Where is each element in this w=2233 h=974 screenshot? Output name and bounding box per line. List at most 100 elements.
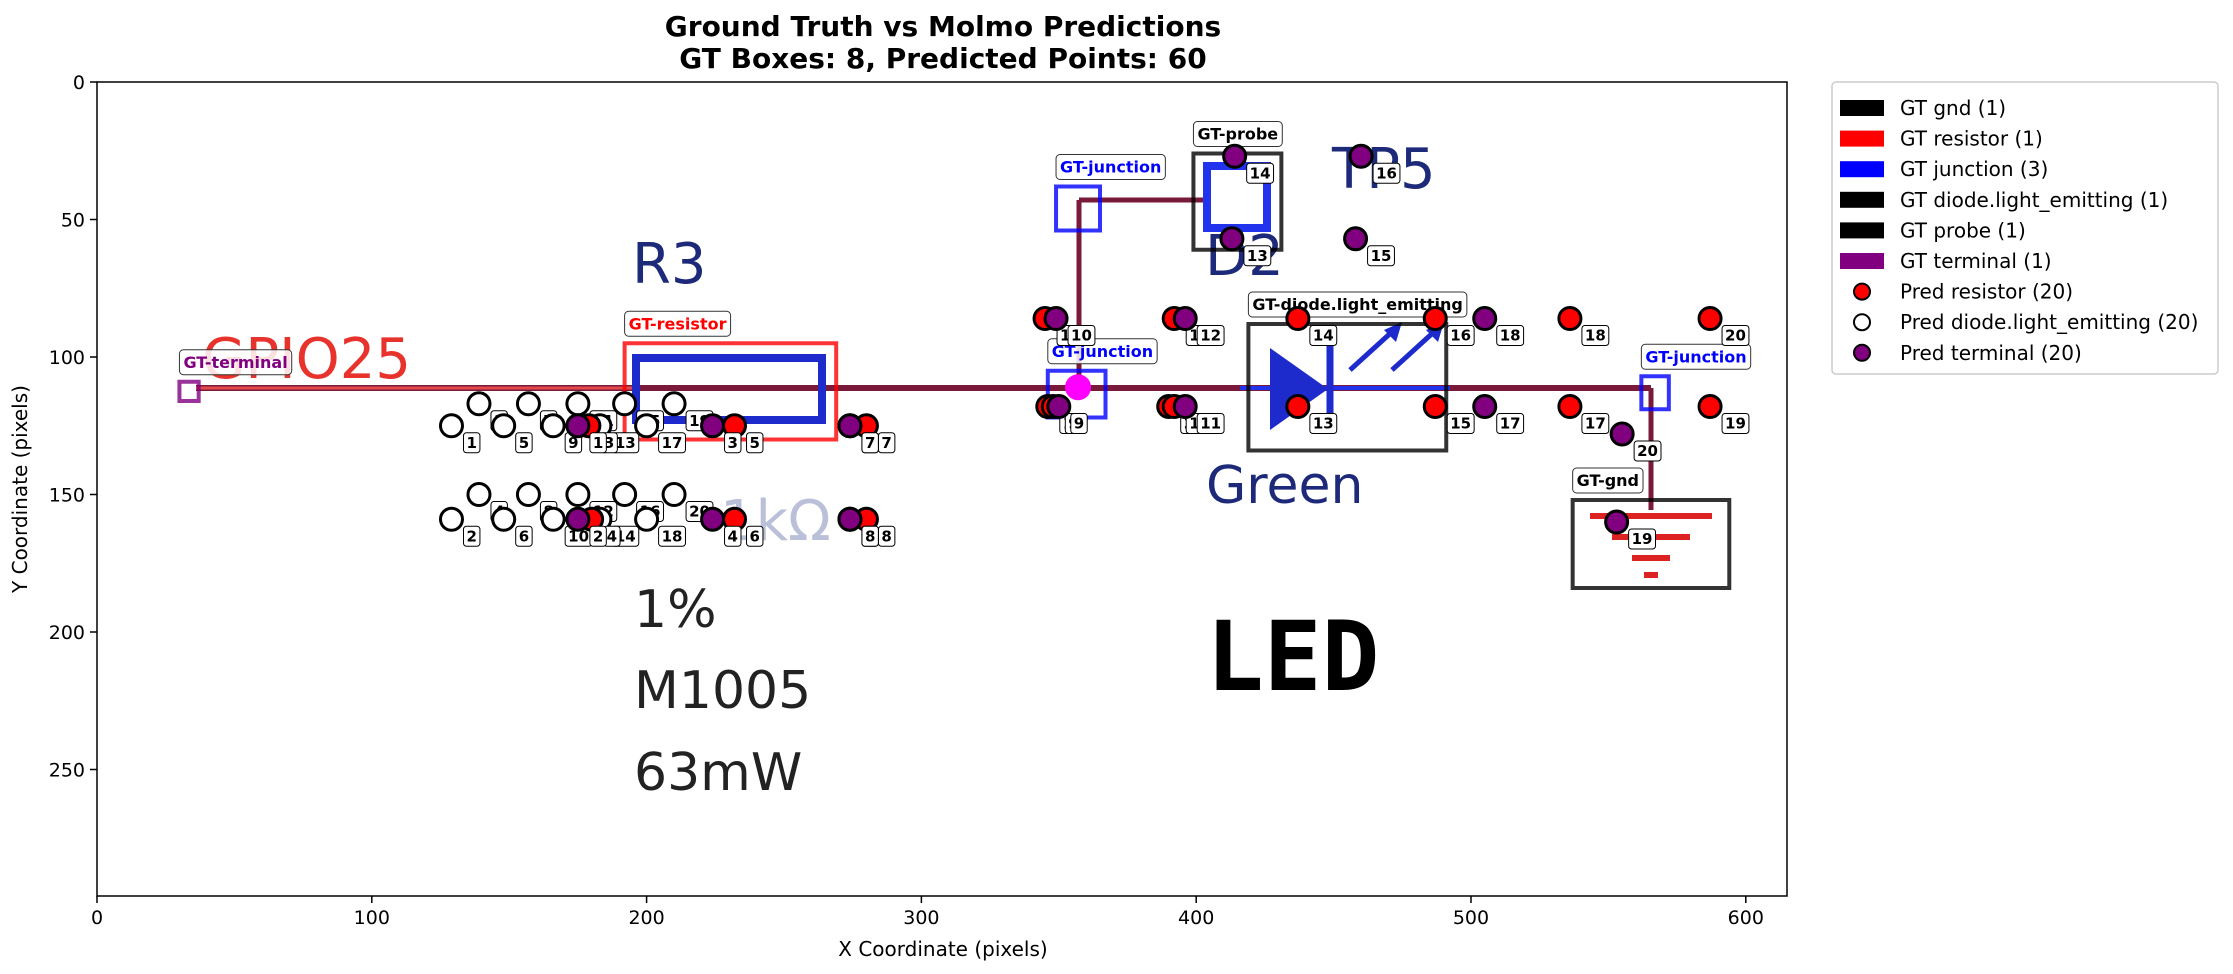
pred-point-label: 1 xyxy=(462,432,481,454)
pred-point-terminal xyxy=(1046,394,1072,419)
legend-label: GT terminal (1) xyxy=(1900,249,2052,273)
gt-box-label-bg xyxy=(1572,467,1644,494)
pred-point-terminal xyxy=(1043,306,1069,331)
plot-frame xyxy=(96,81,1788,897)
pred-point-label-text: 4 xyxy=(728,527,738,545)
pred-point-terminal xyxy=(1172,394,1198,419)
pred-point-label: 15 xyxy=(1446,413,1475,434)
prediction-layer: 1234567891011121314151617181920123456789… xyxy=(438,143,1750,550)
pred-point-label: 17 xyxy=(1496,413,1525,434)
pred-point-terminal xyxy=(1343,226,1369,252)
pred-point-label-text: 13 xyxy=(1247,247,1268,265)
pred-point-label: 14 xyxy=(1309,325,1338,346)
x-tick-label: 0 xyxy=(91,907,103,929)
pred-point-label-bg xyxy=(1372,162,1401,184)
gt-box-label-bg xyxy=(624,310,732,337)
pred-point-label: 5 xyxy=(515,432,533,454)
pred-point-label-text: 2 xyxy=(593,527,603,545)
pred-point-label-bg xyxy=(1581,325,1610,346)
gt-box-label-text: GT-resistor xyxy=(629,314,727,333)
pred-point-terminal xyxy=(1472,394,1498,419)
pred-point-diode xyxy=(491,413,517,439)
x-axis-label: X Coordinate (pixels) xyxy=(838,937,1047,961)
pred-point-label-bg xyxy=(724,525,742,547)
pred-point-label: 10 xyxy=(1067,325,1096,346)
pred-point-terminal xyxy=(1604,509,1630,535)
pred-point-label: 9 xyxy=(1070,413,1088,434)
pred-point-label: 17 xyxy=(658,432,686,454)
gt-box-label: GT-terminal xyxy=(178,349,293,376)
pred-point-label: 20 xyxy=(1633,440,1662,462)
gt-box-label: GT-junction xyxy=(1640,343,1752,370)
pred-point-label-text: 4 xyxy=(607,527,617,545)
gt-box-terminal xyxy=(177,379,201,403)
pred-point-diode xyxy=(565,391,591,417)
pred-point-diode xyxy=(661,482,687,507)
pred-point-label: 18 xyxy=(1581,325,1610,346)
pred-point-label: 2 xyxy=(462,525,481,547)
legend-swatch xyxy=(1840,100,1884,116)
pred-point-label-bg xyxy=(724,432,742,454)
image-text-r3: R3 xyxy=(632,232,707,297)
diode-arrow-1 xyxy=(1348,328,1396,372)
pred-point-label-text: 15 xyxy=(1371,247,1392,265)
pred-point-label-bg xyxy=(462,525,481,547)
gt-box-junction xyxy=(1054,184,1103,233)
pred-point-label-text: 19 xyxy=(1632,530,1653,548)
pred-point-label-bg xyxy=(515,432,533,454)
pred-point-label-bg xyxy=(1243,245,1272,267)
pred-point-label-bg xyxy=(1309,413,1338,434)
pred-point-label-bg xyxy=(1581,413,1610,434)
pred-point-label-text: 8 xyxy=(881,527,891,545)
pred-point-label-text: 12 xyxy=(1200,327,1221,345)
pred-point-resistor xyxy=(1557,394,1583,419)
x-tick-label: 300 xyxy=(903,907,939,929)
pred-point-label: 14 xyxy=(1246,162,1275,184)
pred-point-label: 16 xyxy=(1446,325,1475,346)
pred-point-terminal xyxy=(837,413,863,439)
pred-point-label-text: 18 xyxy=(1500,327,1521,345)
gt-box-label-text: GT-junction xyxy=(1645,347,1746,366)
x-tick-label: 500 xyxy=(1453,907,1489,929)
legend-label: GT gnd (1) xyxy=(1900,96,2006,120)
pred-point-diode xyxy=(634,413,660,439)
gt-box-label-bg xyxy=(1055,154,1166,180)
pred-point-resistor xyxy=(1285,306,1311,331)
schematic-image: R3 GPIO25 1% M1005 63mW 1kΩ D2 TP5 Green… xyxy=(196,137,1712,803)
pred-point-label-text: 16 xyxy=(1376,164,1397,182)
pred-point-label-text: 13 xyxy=(615,434,636,452)
chart-title-line1: Ground Truth vs Molmo Predictions xyxy=(665,10,1221,43)
gt-box-label-text: GT-probe xyxy=(1197,125,1278,144)
pred-point-label: 6 xyxy=(515,525,533,547)
pred-point-label-bg xyxy=(589,525,607,547)
pred-point-resistor xyxy=(1422,306,1448,331)
gt-box-label-text: GT-junction xyxy=(1052,342,1153,361)
y-tick-label: 50 xyxy=(61,210,85,232)
y-tick-label: 200 xyxy=(49,622,85,644)
pred-point-label-bg xyxy=(1067,325,1096,346)
pred-point-label-text: 17 xyxy=(1500,415,1521,433)
pred-point-diode xyxy=(491,506,517,532)
pred-point-label: 6 xyxy=(746,525,764,547)
pred-point-diode xyxy=(540,413,566,439)
pred-point-label-text: 18 xyxy=(1585,327,1606,345)
legend-marker xyxy=(1853,313,1871,332)
pred-point-label: 13 xyxy=(611,432,640,454)
pred-point-label-text: 15 xyxy=(1450,415,1471,433)
junction-marker xyxy=(1065,374,1092,401)
image-text-power: 63mW xyxy=(634,743,802,803)
pred-point-label-bg xyxy=(1309,325,1338,346)
pred-point-label-text: 17 xyxy=(1585,415,1606,433)
pred-point-label: 7 xyxy=(877,432,896,454)
pred-point-label-text: 20 xyxy=(1637,442,1658,460)
pred-point-label-text: 8 xyxy=(865,527,875,545)
pred-point-label-bg xyxy=(1446,325,1475,346)
pred-point-label-text: 16 xyxy=(1450,327,1471,345)
pred-point-diode xyxy=(565,482,591,507)
pred-point-label: 16 xyxy=(1372,162,1401,184)
pred-point-resistor xyxy=(1697,306,1723,331)
legend-frame xyxy=(1831,81,2219,375)
gt-box-label: GT-junction xyxy=(1055,154,1166,180)
pred-point-label: 7 xyxy=(861,432,879,454)
pred-point-label: 19 xyxy=(1721,413,1750,434)
